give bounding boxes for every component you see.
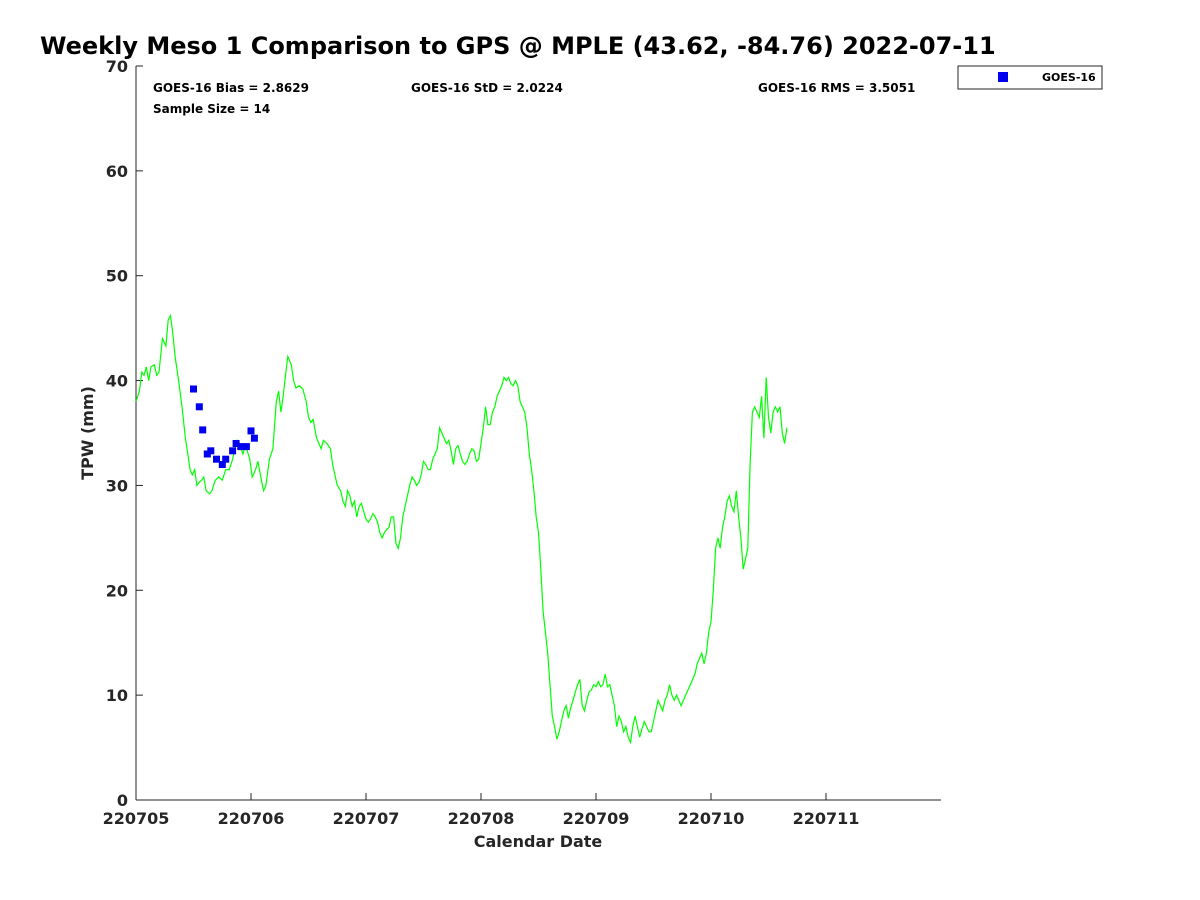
stat-std: GOES-16 StD = 2.0224 — [411, 81, 563, 95]
data-point-goes16 — [242, 443, 250, 451]
stat-rms: GOES-16 RMS = 3.5051 — [758, 81, 915, 95]
stat-bias: GOES-16 Bias = 2.8629 — [153, 81, 309, 95]
data-point-goes16 — [195, 403, 203, 411]
x-axis-ticks: 220705 220706 220707 220708 220709 220710 2207… — [103, 793, 860, 828]
y-tick-label: 40 — [106, 372, 128, 391]
stat-sample-size: Sample Size = 14 — [153, 102, 270, 116]
data-point-goes16 — [250, 434, 258, 442]
y-tick-label: 0 — [117, 791, 128, 810]
x-tick-label: 220711 — [793, 809, 860, 828]
chart-title: Weekly Meso 1 Comparison to GPS @ MPLE (… — [40, 32, 996, 60]
y-tick-label: 20 — [106, 581, 128, 600]
x-tick-label: 220707 — [333, 809, 400, 828]
data-point-goes16 — [218, 461, 226, 468]
y-tick-label: 10 — [106, 686, 128, 705]
data-point-goes16 — [213, 455, 220, 463]
x-axis-label: Calendar Date — [474, 832, 603, 851]
data-point-goes16 — [207, 447, 215, 455]
y-tick-label: 70 — [106, 57, 128, 76]
data-point-goes16 — [247, 427, 255, 435]
x-tick-label: 220708 — [448, 809, 515, 828]
legend-label-goes16: GOES-16 — [1042, 71, 1096, 84]
y-axis-ticks: 0 10 20 30 40 50 60 70 — [106, 57, 143, 810]
legend-marker-goes16 — [998, 72, 1008, 82]
x-tick-label: 220706 — [218, 809, 285, 828]
data-point-goes16 — [232, 440, 240, 447]
series-line-gps — [135, 313, 788, 745]
legend: GOES-16 — [957, 65, 1103, 90]
x-tick-label: 220710 — [678, 809, 745, 828]
y-tick-label: 50 — [106, 267, 128, 286]
x-tick-label: 220705 — [103, 809, 170, 828]
legend-box — [957, 65, 1103, 90]
y-tick-label: 30 — [106, 476, 128, 495]
data-point-goes16 — [237, 443, 245, 451]
data-point-goes16 — [190, 385, 197, 393]
data-point-goes16 — [229, 447, 237, 455]
data-point-goes16 — [199, 426, 207, 434]
data-point-goes16 — [222, 455, 230, 463]
x-tick-label: 220709 — [563, 809, 630, 828]
y-axis-label: TPW (mm) — [78, 386, 97, 480]
plot-frame — [135, 66, 941, 801]
y-tick-label: 60 — [106, 162, 128, 181]
series-layer — [135, 313, 788, 745]
